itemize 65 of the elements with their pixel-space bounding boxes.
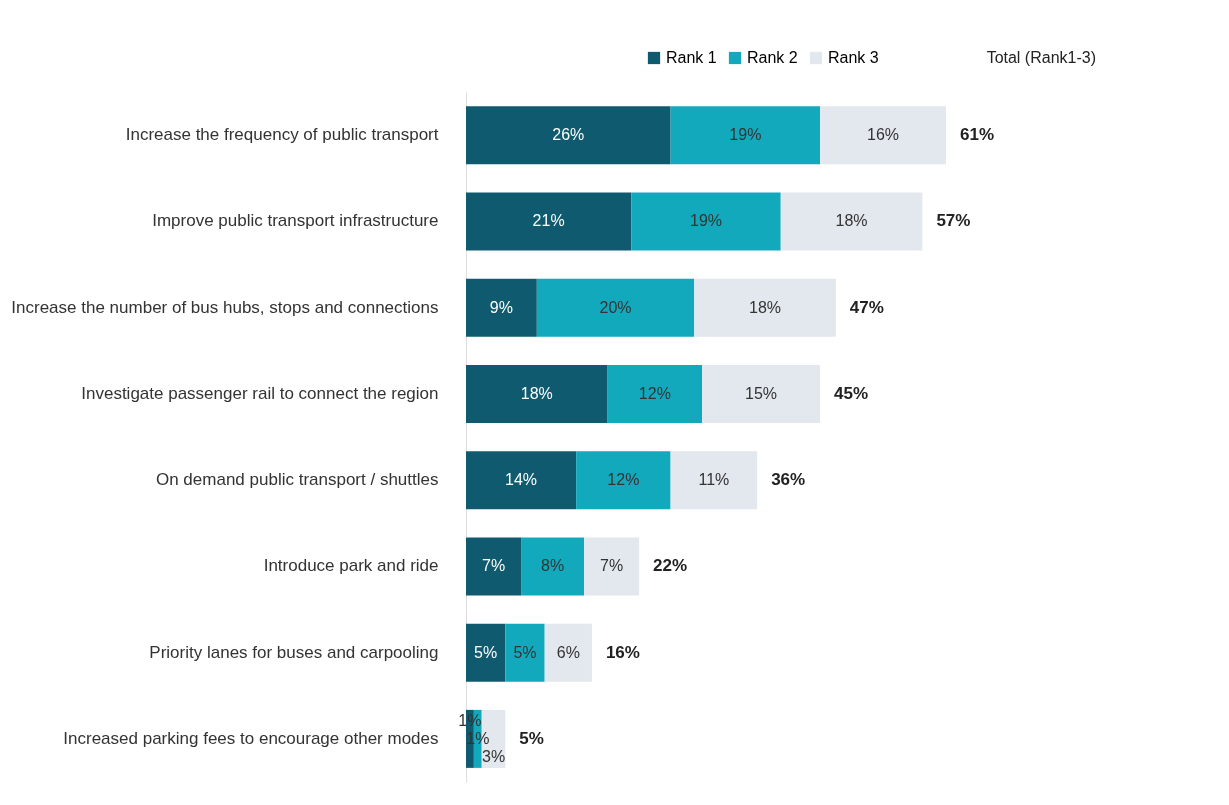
bar [466, 451, 577, 510]
data-label: 16% [867, 126, 900, 144]
data-label: 18% [835, 212, 868, 230]
bar [694, 278, 836, 337]
bar [576, 451, 671, 510]
data-label: 11% [698, 471, 730, 489]
data-label: 6% [556, 643, 580, 661]
bar [536, 278, 695, 337]
y-tick-label: Improve public transport infrastructure [152, 211, 439, 231]
y-tick-label: Increase the number of bus hubs, stops and connections [11, 297, 439, 317]
bar [631, 192, 781, 251]
data-label: 1% [466, 729, 490, 747]
total-label: 16% [605, 642, 640, 662]
bar [466, 537, 522, 596]
bar [780, 192, 923, 251]
data-label: 19% [689, 212, 723, 230]
total-label: 5% [519, 728, 544, 748]
data-label: 5% [513, 643, 537, 661]
data-label: 7% [600, 557, 624, 575]
data-label: 8% [540, 557, 565, 575]
bar [702, 364, 821, 423]
data-label: 21% [532, 212, 565, 230]
bar [466, 278, 537, 337]
y-tick-label: Investigate passenger rail to connect the region [81, 383, 439, 403]
bar [607, 364, 703, 423]
bar [584, 537, 640, 596]
data-label: 5% [474, 643, 498, 661]
legend-label: Rank 1 [666, 49, 717, 66]
data-label: 18% [749, 298, 782, 316]
data-label: 26% [552, 126, 585, 144]
legend-label: Rank 2 [747, 49, 798, 66]
y-tick-label: Introduce park and ride [263, 556, 439, 576]
total-label: 22% [653, 556, 688, 576]
data-label: 18% [520, 384, 553, 402]
bar [505, 623, 545, 682]
data-label: 20% [599, 298, 632, 316]
data-label: 14% [505, 471, 538, 489]
total-label: 61% [960, 125, 995, 145]
data-label: 12% [638, 384, 671, 402]
total-label: 36% [771, 470, 806, 490]
data-label: 1% [458, 711, 482, 729]
data-label: 12% [607, 471, 640, 489]
bar [544, 623, 592, 682]
bar [820, 106, 946, 165]
total-label: 45% [834, 383, 869, 403]
data-label: 3% [481, 747, 506, 765]
bar [466, 364, 608, 423]
data-label: 19% [729, 126, 762, 144]
text: Total (Rank1-3) [986, 49, 1096, 66]
data-label: 7% [481, 557, 506, 575]
y-tick-label: Increased parking fees to encourage other modes [63, 728, 439, 748]
data-label: 9% [489, 298, 513, 316]
bar [670, 106, 821, 165]
total-label: 57% [936, 211, 971, 231]
data-label: 15% [745, 384, 778, 402]
bar [466, 192, 632, 251]
bar [521, 537, 585, 596]
legend-label: Rank 3 [828, 49, 879, 66]
total-label: 47% [849, 297, 884, 317]
bar [670, 451, 758, 510]
y-tick-label: On demand public transport / shuttles [155, 470, 439, 490]
bar [466, 623, 506, 682]
y-tick-label: Increase the frequency of public transport [125, 125, 439, 145]
y-tick-label: Priority lanes for buses and carpooling [149, 642, 439, 662]
bar [466, 106, 671, 165]
